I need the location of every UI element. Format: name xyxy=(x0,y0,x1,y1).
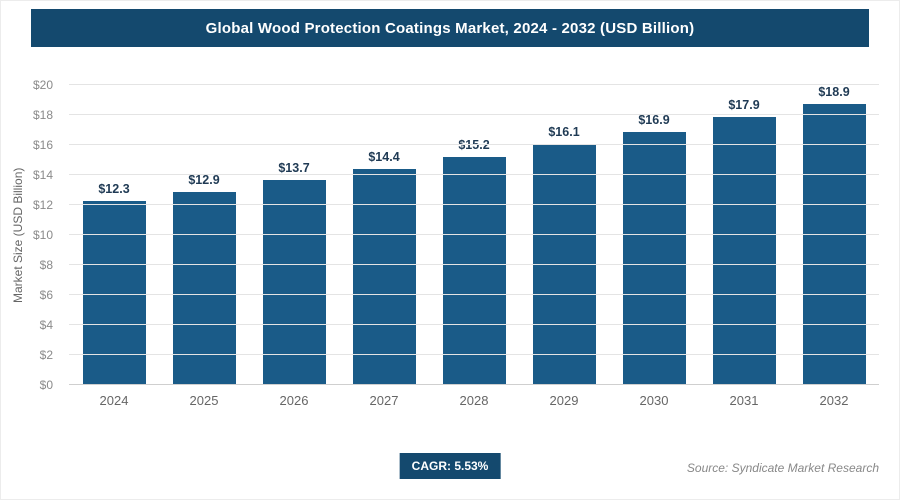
x-axis-category-label: 2030 xyxy=(639,393,669,408)
bar-value-label: $16.1 xyxy=(548,124,580,139)
y-tick-label: $0 xyxy=(39,378,53,392)
x-axis-category-label: 2031 xyxy=(729,393,759,408)
bar xyxy=(802,104,866,385)
gridline xyxy=(69,114,879,115)
gridline xyxy=(69,144,879,145)
x-axis-labels: 2024 2025 2026 2027 2028 2029 2030 2031 2032 xyxy=(69,393,879,408)
plot-area: $12.3 $12.9 $13.7 $14.4 $15.2 $16.1 $16.9 $17.9… xyxy=(69,84,879,385)
bar xyxy=(82,200,146,385)
y-tick-label: $12 xyxy=(32,198,53,212)
bar xyxy=(262,179,326,385)
gridline xyxy=(69,324,879,325)
bar-column: $12.3 xyxy=(69,85,159,385)
bar-value-label: $17.9 xyxy=(728,97,760,112)
x-axis-category-label: 2027 xyxy=(369,393,399,408)
bar-column: $14.4 xyxy=(339,85,429,385)
x-axis-category-label: 2029 xyxy=(549,393,579,408)
gridline xyxy=(69,264,879,265)
bar xyxy=(352,169,416,385)
bar-value-label: $14.4 xyxy=(368,150,400,164)
bar-value-label: $18.9 xyxy=(818,85,850,99)
y-tick-label: $6 xyxy=(39,288,53,302)
bar xyxy=(622,131,686,385)
y-tick-label: $10 xyxy=(32,228,53,242)
bar xyxy=(442,157,506,385)
bar-value-label: $16.9 xyxy=(638,112,670,127)
bar-value-label: $12.9 xyxy=(188,172,220,187)
chart-title-bar: Global Wood Protection Coatings Market, … xyxy=(31,9,869,47)
bar-column: $18.9 xyxy=(789,85,879,385)
cagr-badge: CAGR: 5.53% xyxy=(399,453,501,479)
bar-column: $16.9 xyxy=(609,85,699,385)
bar-column: $16.1 xyxy=(519,85,609,385)
y-tick-label: $18 xyxy=(32,108,53,122)
y-tick-label: $14 xyxy=(32,168,53,182)
gridline xyxy=(69,174,879,175)
bar-value-label: $15.2 xyxy=(458,138,490,152)
bar-column: $17.9 xyxy=(699,85,789,385)
x-axis-category-label: 2026 xyxy=(279,393,309,408)
x-axis-category-label: 2032 xyxy=(819,393,849,408)
y-tick-label: $4 xyxy=(39,318,53,332)
bar xyxy=(712,116,776,385)
bars-container: $12.3 $12.9 $13.7 $14.4 $15.2 $16.1 $16.9 $17.9… xyxy=(69,85,879,385)
bar-value-label: $13.7 xyxy=(278,160,310,175)
bar xyxy=(172,191,236,385)
x-axis-category-label: 2028 xyxy=(459,393,489,408)
y-tick-label: $20 xyxy=(32,78,53,92)
y-tick-label: $2 xyxy=(39,348,53,362)
gridline xyxy=(69,84,879,85)
gridline xyxy=(69,234,879,235)
y-tick-label: $8 xyxy=(39,258,53,272)
bar-value-label: $12.3 xyxy=(98,181,130,196)
bar-column: $15.2 xyxy=(429,85,519,385)
gridline xyxy=(69,294,879,295)
bar-column: $12.9 xyxy=(159,85,249,385)
gridline xyxy=(69,354,879,355)
x-axis-category-label: 2025 xyxy=(189,393,219,408)
gridline xyxy=(69,204,879,205)
bar-column: $13.7 xyxy=(249,85,339,385)
source-text: Source: Syndicate Market Research xyxy=(686,461,879,475)
y-tick-label: $16 xyxy=(32,138,53,152)
y-axis-ticks: $0 $2 $4 $6 $8 $10 $12 $14 $16 $18 $20 xyxy=(1,78,61,392)
gridline xyxy=(69,384,879,385)
x-axis-category-label: 2024 xyxy=(99,393,129,408)
